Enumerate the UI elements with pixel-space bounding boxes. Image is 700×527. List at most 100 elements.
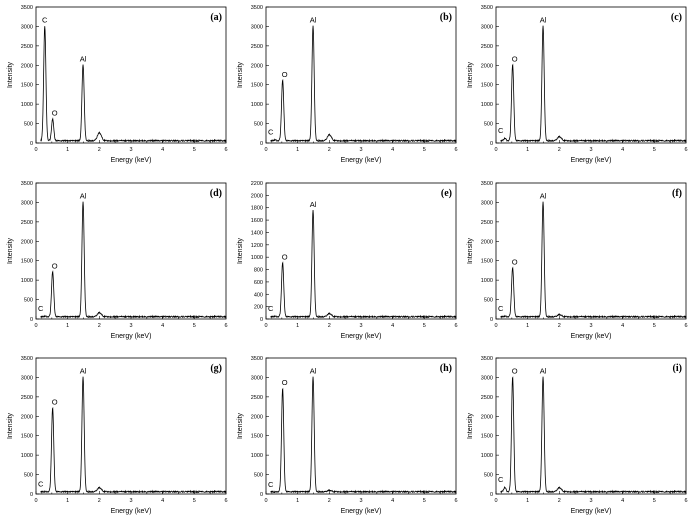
- x-tick-label: 6: [224, 147, 227, 153]
- x-axis-title: Energy (keV): [341, 508, 382, 515]
- y-axis-title: Intensity: [467, 412, 474, 439]
- y-tick-label: 1800: [251, 206, 263, 212]
- spectrum-line: [270, 210, 457, 319]
- y-tick-label: 2000: [21, 239, 33, 245]
- y-tick-label: 3500: [21, 356, 33, 362]
- x-tick-label: 6: [684, 323, 687, 329]
- x-tick-label: 4: [161, 147, 164, 153]
- y-tick-label: 3000: [251, 24, 263, 30]
- x-axis-title: Energy (keV): [111, 333, 152, 340]
- x-tick-label: 4: [391, 323, 394, 329]
- peak-label: C: [38, 304, 44, 313]
- peak-label: O: [52, 261, 58, 270]
- x-tick-label: 5: [653, 498, 656, 504]
- x-tick-label: 3: [589, 147, 592, 153]
- panel-label: (b): [440, 12, 452, 23]
- panel-label: (e): [441, 188, 452, 199]
- peak-label: C: [498, 304, 504, 313]
- y-tick-label: 1600: [251, 218, 263, 224]
- y-tick-label: 0: [490, 492, 493, 498]
- y-tick-label: 2000: [251, 193, 263, 199]
- y-tick-label: 1000: [21, 278, 33, 284]
- x-tick-label: 1: [296, 323, 299, 329]
- x-tick-label: 2: [328, 323, 331, 329]
- y-tick-label: 500: [254, 473, 263, 479]
- plot-frame: [265, 357, 457, 495]
- x-tick-label: 3: [129, 323, 132, 329]
- spectrum-line: [500, 201, 687, 319]
- peak-label: O: [512, 54, 518, 63]
- x-tick-label: 4: [391, 498, 394, 504]
- x-tick-label: 4: [161, 323, 164, 329]
- y-tick-label: 1000: [481, 278, 493, 284]
- x-tick-label: 3: [359, 147, 362, 153]
- peak-label: C: [268, 304, 274, 313]
- plot-frame: [35, 182, 227, 320]
- x-tick-label: 5: [193, 323, 196, 329]
- x-tick-label: 1: [296, 498, 299, 504]
- x-axis-title: Energy (keV): [341, 333, 382, 340]
- y-axis-title: Intensity: [237, 237, 244, 264]
- x-axis-title: Energy (keV): [111, 508, 152, 515]
- y-tick-label: 2200: [251, 181, 263, 187]
- x-tick-label: 1: [66, 323, 69, 329]
- y-tick-label: 0: [260, 492, 263, 498]
- plot-frame: [495, 182, 687, 320]
- peak-label: O: [512, 366, 518, 375]
- y-tick-label: 1000: [481, 102, 493, 108]
- spectrum-line: [40, 201, 227, 319]
- x-tick-label: 3: [129, 147, 132, 153]
- x-tick-label: 2: [98, 147, 101, 153]
- x-tick-label: 5: [653, 147, 656, 153]
- y-tick-label: 3000: [21, 200, 33, 206]
- panel-label: (i): [673, 363, 682, 374]
- y-tick-label: 1500: [481, 83, 493, 89]
- y-tick-label: 0: [30, 141, 33, 147]
- y-tick-label: 2500: [481, 395, 493, 401]
- spectrum-panel: 0 1 2 3 4 5 6 0 200 400 600 800 1000 1200 1400 1600 1800…: [237, 181, 458, 340]
- y-tick-label: 3500: [251, 356, 263, 362]
- y-tick-label: 0: [30, 492, 33, 498]
- plot-frame: [265, 6, 457, 144]
- y-tick-label: 0: [30, 317, 33, 323]
- panel-label: (d): [210, 188, 222, 199]
- y-tick-label: 1500: [251, 434, 263, 440]
- x-tick-label: 6: [224, 323, 227, 329]
- x-tick-label: 4: [621, 498, 624, 504]
- x-tick-label: 0: [494, 323, 497, 329]
- plot-frame: [495, 6, 687, 144]
- x-tick-label: 4: [391, 147, 394, 153]
- peak-label: C: [38, 479, 44, 488]
- x-tick-label: 5: [423, 147, 426, 153]
- peak-label: O: [282, 252, 288, 261]
- x-tick-label: 0: [34, 323, 37, 329]
- x-tick-label: 5: [423, 498, 426, 504]
- peak-label: Al: [540, 191, 547, 200]
- x-tick-label: 4: [161, 498, 164, 504]
- y-tick-label: 1000: [21, 102, 33, 108]
- y-tick-label: 2500: [21, 395, 33, 401]
- spectrum-line: [40, 376, 227, 494]
- y-axis-title: Intensity: [7, 412, 14, 439]
- x-axis-title: Energy (keV): [111, 157, 152, 164]
- peak-label: Al: [80, 54, 87, 63]
- y-tick-label: 1000: [21, 453, 33, 459]
- y-tick-label: 2000: [481, 63, 493, 69]
- y-tick-label: 1500: [481, 434, 493, 440]
- x-tick-label: 0: [494, 147, 497, 153]
- y-axis-title: Intensity: [7, 237, 14, 264]
- peak-label: Al: [80, 366, 87, 375]
- x-tick-label: 0: [34, 498, 37, 504]
- spectrum-line: [500, 25, 687, 143]
- y-axis-title: Intensity: [237, 61, 244, 88]
- y-tick-label: 400: [254, 292, 263, 298]
- y-tick-label: 1500: [21, 83, 33, 89]
- y-tick-label: 500: [24, 122, 33, 128]
- spectrum-panel: 0 1 2 3 4 5 6 0 500 1000 1500 2000 2500 3000 3500 Energ…: [467, 5, 688, 164]
- plot-frame: [265, 182, 457, 320]
- y-tick-label: 2500: [251, 395, 263, 401]
- y-tick-label: 2000: [481, 239, 493, 245]
- y-tick-label: 2500: [21, 220, 33, 226]
- x-tick-label: 1: [296, 147, 299, 153]
